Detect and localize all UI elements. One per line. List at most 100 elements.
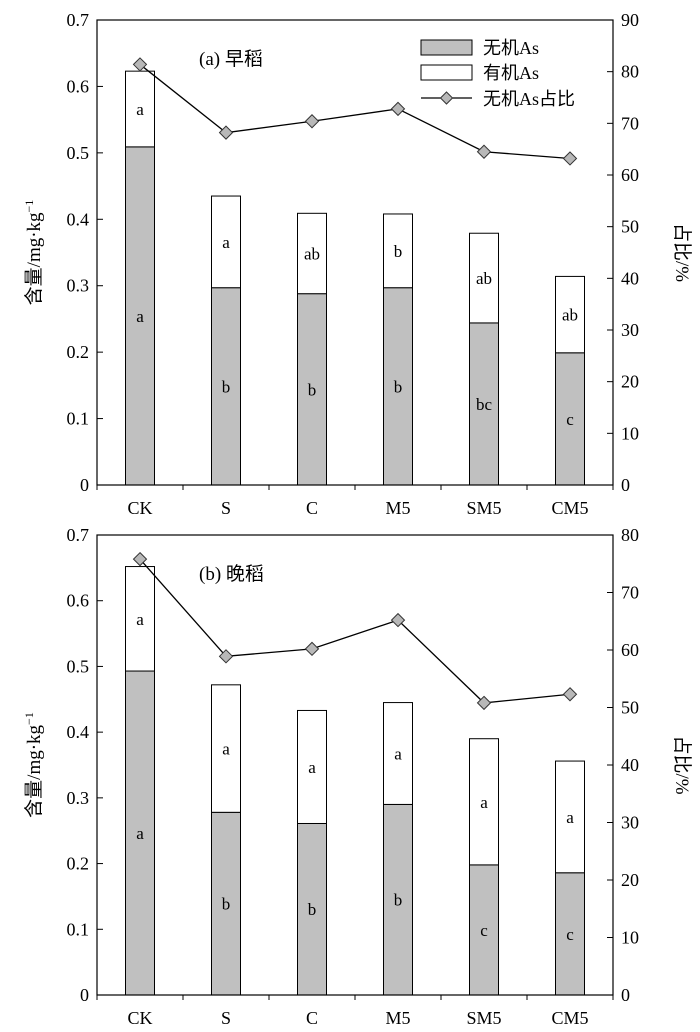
- y2-tick-label: 50: [621, 217, 639, 237]
- label-inorganic-S: b: [222, 377, 231, 396]
- bar-inorganic-S: [211, 811, 241, 996]
- label-inorganic-M5: b: [394, 377, 403, 396]
- y2-tick-label: 50: [621, 698, 639, 718]
- y-tick-label: 0.7: [67, 10, 90, 30]
- x-tick-label: CK: [127, 1008, 152, 1028]
- ratio-point-SM5: [476, 144, 492, 159]
- y2-tick-label: 60: [621, 640, 639, 660]
- ratio-point-CK: [132, 57, 148, 72]
- ratio-point-S: [218, 649, 234, 664]
- bar-inorganic-CM5: [555, 872, 585, 996]
- chart-panel-1: aabababbbbcabcab00.10.20.30.40.50.60.701…: [22, 10, 693, 518]
- bar-organic-C: [297, 212, 327, 295]
- bar-organic-CK: [125, 70, 155, 148]
- x-tick-label: S: [221, 1008, 231, 1028]
- label-organic-CM5: ab: [562, 306, 578, 325]
- bar-organic-SM5: [469, 232, 499, 324]
- bar-organic-SM5: [469, 738, 499, 866]
- bar-organic-M5: [383, 213, 413, 289]
- x-tick-label: SM5: [466, 498, 501, 518]
- x-tick-label: CM5: [551, 498, 588, 518]
- label-organic-SM5: a: [480, 793, 488, 812]
- legend-ratio-label: 无机As占比: [483, 89, 575, 109]
- ratio-point-C: [304, 114, 320, 129]
- y-tick-label: 0.5: [67, 143, 90, 163]
- x-tick-label: CK: [127, 498, 152, 518]
- ratio-point-CM5: [562, 687, 578, 702]
- x-tick-label: M5: [385, 1008, 410, 1028]
- y-axis-label: 含量/mg·kg−1: [22, 200, 45, 306]
- bar-inorganic-CK: [125, 146, 155, 486]
- plot-frame: [96, 534, 614, 996]
- ratio-point-M5: [390, 101, 406, 117]
- y-tick-label: 0.6: [67, 76, 90, 96]
- y-tick-label: 0.3: [67, 788, 90, 808]
- y2-tick-label: 70: [621, 583, 639, 603]
- y2-tick-label: 20: [621, 870, 639, 890]
- y-tick-label: 0.4: [67, 722, 90, 742]
- ratio-point-SM5: [476, 695, 492, 711]
- y-tick-label: 0: [80, 985, 89, 1005]
- bar-organic-S: [211, 195, 241, 289]
- y2-tick-label: 0: [621, 985, 630, 1005]
- panel-title: (b) 晚稻: [199, 563, 264, 585]
- y-tick-label: 0.4: [67, 209, 90, 229]
- label-inorganic-SM5: bc: [476, 395, 493, 414]
- panel-title: (a) 早稻: [199, 48, 263, 70]
- label-inorganic-M5: b: [394, 891, 403, 910]
- y2-tick-label: 30: [621, 320, 639, 340]
- bar-organic-CM5: [555, 760, 585, 874]
- y-tick-label: 0.3: [67, 276, 90, 296]
- label-organic-SM5: ab: [476, 269, 492, 288]
- y2-tick-label: 70: [621, 113, 639, 133]
- label-inorganic-CK: a: [136, 307, 144, 326]
- ratio-point-C: [304, 641, 320, 657]
- label-organic-S: a: [222, 233, 230, 252]
- bar-inorganic-CM5: [555, 352, 585, 486]
- y2-tick-label: 80: [621, 62, 639, 82]
- y2-tick-label: 30: [621, 813, 639, 833]
- y2-tick-label: 80: [621, 525, 639, 545]
- label-organic-C: ab: [304, 244, 320, 263]
- label-organic-CK: a: [136, 100, 144, 119]
- ratio-point-S: [218, 125, 234, 140]
- y2-tick-label: 40: [621, 268, 639, 288]
- label-inorganic-C: b: [308, 900, 317, 919]
- label-inorganic-CK: a: [136, 824, 144, 843]
- y-tick-label: 0.6: [67, 591, 90, 611]
- label-organic-C: a: [308, 758, 316, 777]
- y2-tick-label: 60: [621, 165, 639, 185]
- y-tick-label: 0.2: [67, 854, 90, 874]
- ratio-line: [139, 558, 571, 704]
- y2-axis-label: 占比/%: [671, 223, 693, 282]
- legend-inorganic-label: 无机As: [483, 38, 539, 58]
- y2-axis-label: 占比/%: [671, 735, 693, 794]
- y-tick-label: 0.1: [67, 919, 90, 939]
- bar-organic-CK: [125, 566, 155, 672]
- legend-organic-swatch: [420, 64, 473, 81]
- x-tick-label: S: [221, 498, 231, 518]
- y-tick-label: 0: [80, 475, 89, 495]
- label-organic-M5: a: [394, 745, 402, 764]
- label-organic-M5: b: [394, 242, 403, 261]
- x-tick-label: C: [306, 1008, 318, 1028]
- label-organic-S: a: [222, 740, 230, 759]
- legend-organic-label: 有机As: [483, 63, 539, 83]
- label-inorganic-S: b: [222, 895, 231, 914]
- y-tick-label: 0.1: [67, 409, 90, 429]
- label-inorganic-CM5: c: [566, 925, 574, 944]
- chart-panel-2: a a b a b a b a c a c a 0 0.1 0.2 0.3 0.4 0.5 0.6 0.7 0 10 20 3…: [22, 525, 693, 1028]
- y-axis-label: 含量/mg·kg−1: [22, 712, 45, 818]
- ratio-line: [139, 63, 571, 160]
- y2-tick-label: 40: [621, 755, 639, 775]
- y-tick-label: 0.5: [67, 656, 90, 676]
- y-tick-label: 0.2: [67, 342, 90, 362]
- y-tick-label: 0.7: [67, 525, 90, 545]
- ratio-point-CK: [132, 551, 148, 567]
- y2-tick-label: 10: [621, 928, 639, 948]
- x-tick-label: C: [306, 498, 318, 518]
- bar-organic-S: [211, 684, 241, 813]
- label-organic-CM5: a: [566, 808, 574, 827]
- ratio-point-CM5: [562, 151, 578, 166]
